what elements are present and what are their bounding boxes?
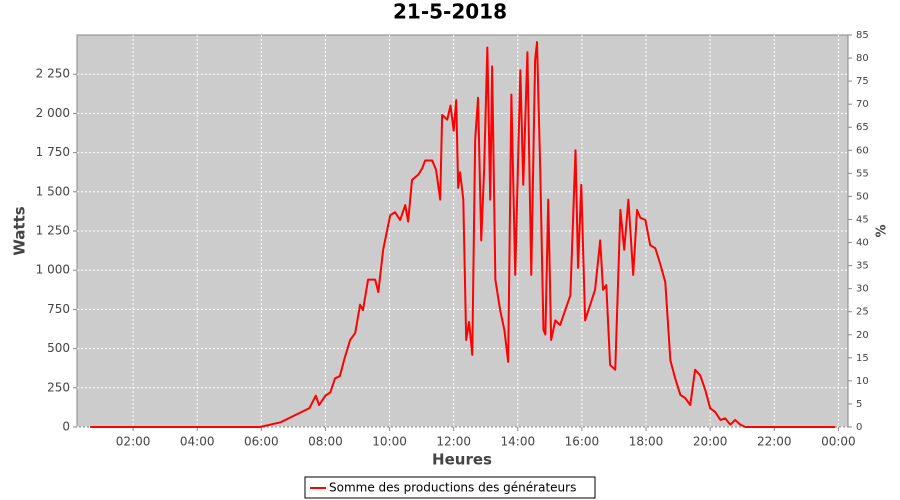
y-tick-label: 1 250: [36, 224, 70, 238]
y2-tick-label: 55: [856, 168, 869, 179]
y-tick-label: 1 000: [36, 263, 70, 277]
y-tick-label: 0: [62, 420, 70, 434]
x-tick-label: 14:00: [501, 435, 536, 449]
y2-tick-label: 0: [856, 422, 862, 433]
y2-axis-label: %: [875, 224, 890, 237]
y-tick-label: 2 250: [36, 67, 70, 81]
x-tick-label: 02:00: [116, 435, 151, 449]
x-tick-label: 00:00: [821, 435, 856, 449]
y-tick-label: 1 750: [36, 145, 70, 159]
x-tick-label: 20:00: [693, 435, 728, 449]
y-tick-label: 2 000: [36, 106, 70, 120]
y2-tick-label: 85: [856, 30, 869, 41]
y2-tick-label: 40: [856, 238, 869, 249]
legend-label: Somme des productions des générateurs: [329, 481, 576, 495]
x-tick-label: 04:00: [180, 435, 215, 449]
y2-tick-label: 30: [856, 284, 869, 295]
y2-tick-label: 25: [856, 307, 869, 318]
x-tick-label: 22:00: [757, 435, 792, 449]
y2-tick-label: 70: [856, 99, 869, 110]
y2-tick-label: 45: [856, 214, 869, 225]
y2-tick-label: 50: [856, 191, 869, 202]
y2-tick-label: 20: [856, 330, 869, 341]
y2-tick-label: 10: [856, 376, 869, 387]
x-tick-label: 10:00: [372, 435, 407, 449]
y-axis-label: Watts: [11, 206, 29, 255]
y-tick-label: 250: [47, 380, 70, 394]
y2-tick-label: 15: [856, 353, 869, 364]
y2-tick-label: 65: [856, 122, 869, 133]
x-tick-label: 16:00: [565, 435, 600, 449]
chart-title: 21-5-2018: [393, 0, 507, 24]
series-line: [90, 41, 836, 428]
x-tick-label: 06:00: [244, 435, 279, 449]
y-tick-label: 750: [47, 302, 70, 316]
y2-tick-label: 35: [856, 261, 869, 272]
y-tick-label: 1 500: [36, 184, 70, 198]
x-tick-label: 12:00: [436, 435, 471, 449]
legend: [304, 476, 596, 499]
y-tick-label: 500: [47, 341, 70, 355]
x-tick-label: 18:00: [629, 435, 664, 449]
y2-tick-label: 75: [856, 76, 869, 87]
y2-tick-label: 60: [856, 145, 869, 156]
x-axis-label: Heures: [432, 451, 492, 469]
x-tick-label: 08:00: [308, 435, 343, 449]
y2-tick-label: 80: [856, 53, 869, 64]
y2-tick-label: 5: [856, 399, 862, 410]
